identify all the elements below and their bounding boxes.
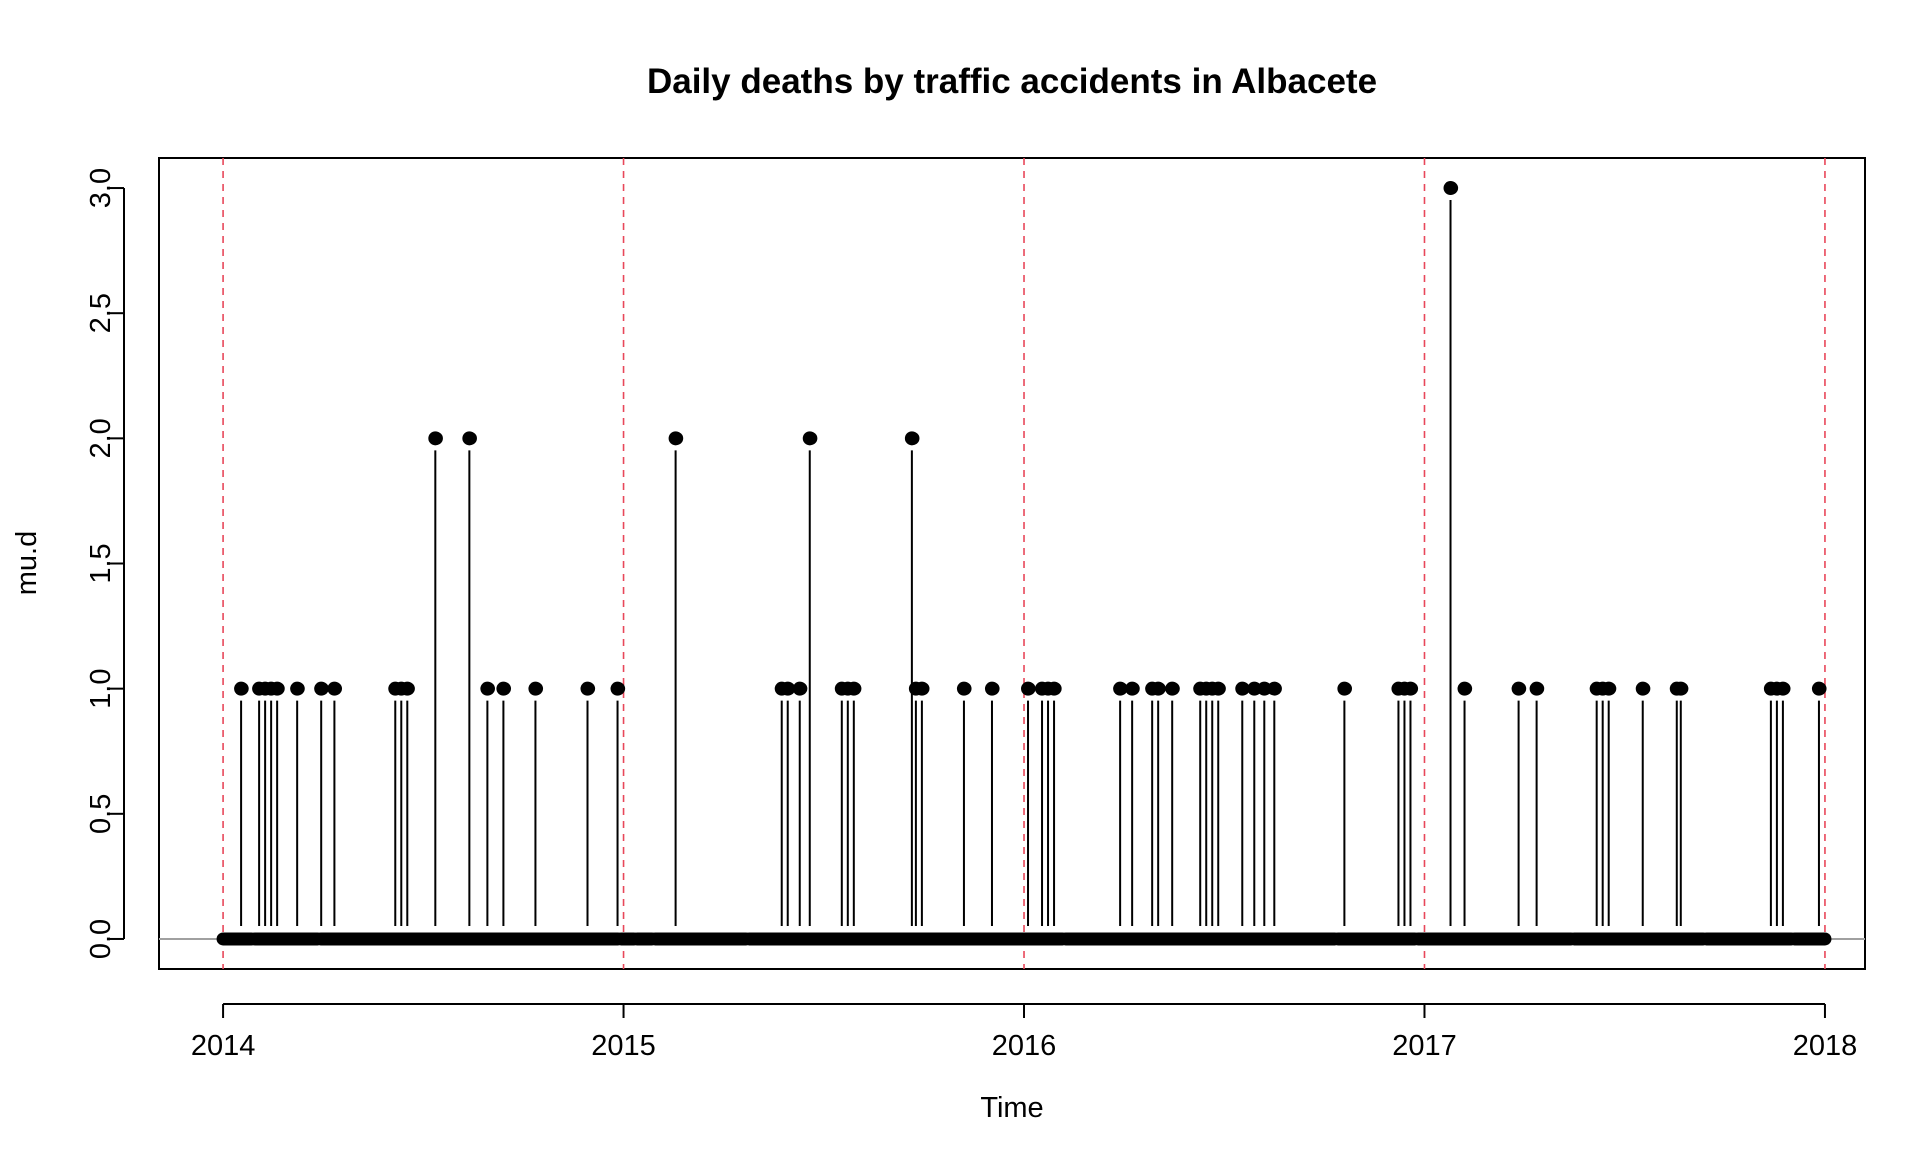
y-tick-label: 2.5 bbox=[85, 293, 117, 333]
x-tick-label: 2016 bbox=[992, 1030, 1057, 1062]
chart-title: Daily deaths by traffic accidents in Alb… bbox=[647, 62, 1377, 101]
data-point bbox=[804, 431, 818, 445]
y-tick-label: 3.0 bbox=[85, 168, 117, 208]
data-point bbox=[463, 431, 477, 445]
data-point bbox=[429, 431, 443, 445]
axes: 2014 2015 2016 2017 2018 0.0 0.5 1.0 1.5 2.0 2.5 3.… bbox=[85, 168, 1857, 1062]
data-point bbox=[1675, 682, 1689, 696]
data-point bbox=[1445, 181, 1459, 195]
data-point bbox=[1813, 682, 1827, 696]
data-point bbox=[1513, 682, 1527, 696]
data-point bbox=[291, 682, 305, 696]
data-point bbox=[1166, 682, 1180, 696]
data-point bbox=[1405, 682, 1419, 696]
y-tick-label: 0.5 bbox=[85, 794, 117, 834]
data-point bbox=[1022, 682, 1036, 696]
data-point bbox=[271, 682, 285, 696]
y-tick-label: 2.0 bbox=[85, 418, 117, 458]
data-point bbox=[1637, 682, 1651, 696]
data-point bbox=[315, 682, 329, 696]
data-point bbox=[612, 682, 626, 696]
y-axis-label: mu.d bbox=[11, 531, 43, 595]
data-point bbox=[401, 682, 415, 696]
x-tick-label: 2018 bbox=[1793, 1030, 1858, 1062]
data-point bbox=[1126, 682, 1140, 696]
data-point bbox=[481, 682, 495, 696]
data-point bbox=[1268, 682, 1282, 696]
data-point bbox=[794, 682, 808, 696]
data-point bbox=[1236, 682, 1250, 696]
data-point bbox=[1212, 682, 1226, 696]
data-point bbox=[1531, 682, 1545, 696]
data-point bbox=[498, 682, 512, 696]
data-point bbox=[1777, 682, 1791, 696]
x-tick-label: 2014 bbox=[191, 1030, 256, 1062]
data-point bbox=[1114, 682, 1128, 696]
data-point bbox=[1338, 682, 1352, 696]
y-tick-label: 1.0 bbox=[85, 668, 117, 708]
data-point bbox=[986, 682, 1000, 696]
data-point bbox=[1152, 682, 1166, 696]
y-tick-label: 1.5 bbox=[85, 543, 117, 583]
data-point bbox=[782, 682, 796, 696]
y-tick-label: 0.0 bbox=[85, 919, 117, 959]
x-tick-label: 2017 bbox=[1392, 1030, 1457, 1062]
x-axis-label: Time bbox=[980, 1092, 1043, 1124]
data-point bbox=[1048, 682, 1062, 696]
data-point bbox=[329, 682, 343, 696]
series-daily-deaths bbox=[216, 181, 1832, 946]
data-point bbox=[916, 682, 930, 696]
data-point bbox=[1459, 682, 1473, 696]
data-point bbox=[582, 682, 596, 696]
data-point bbox=[235, 682, 249, 696]
data-point bbox=[1603, 682, 1617, 696]
plot-frame bbox=[158, 157, 1866, 970]
data-point bbox=[530, 682, 544, 696]
data-point bbox=[906, 431, 920, 445]
data-point bbox=[848, 682, 862, 696]
data-point bbox=[958, 682, 972, 696]
data-point bbox=[670, 431, 684, 445]
x-tick-label: 2015 bbox=[591, 1030, 656, 1062]
